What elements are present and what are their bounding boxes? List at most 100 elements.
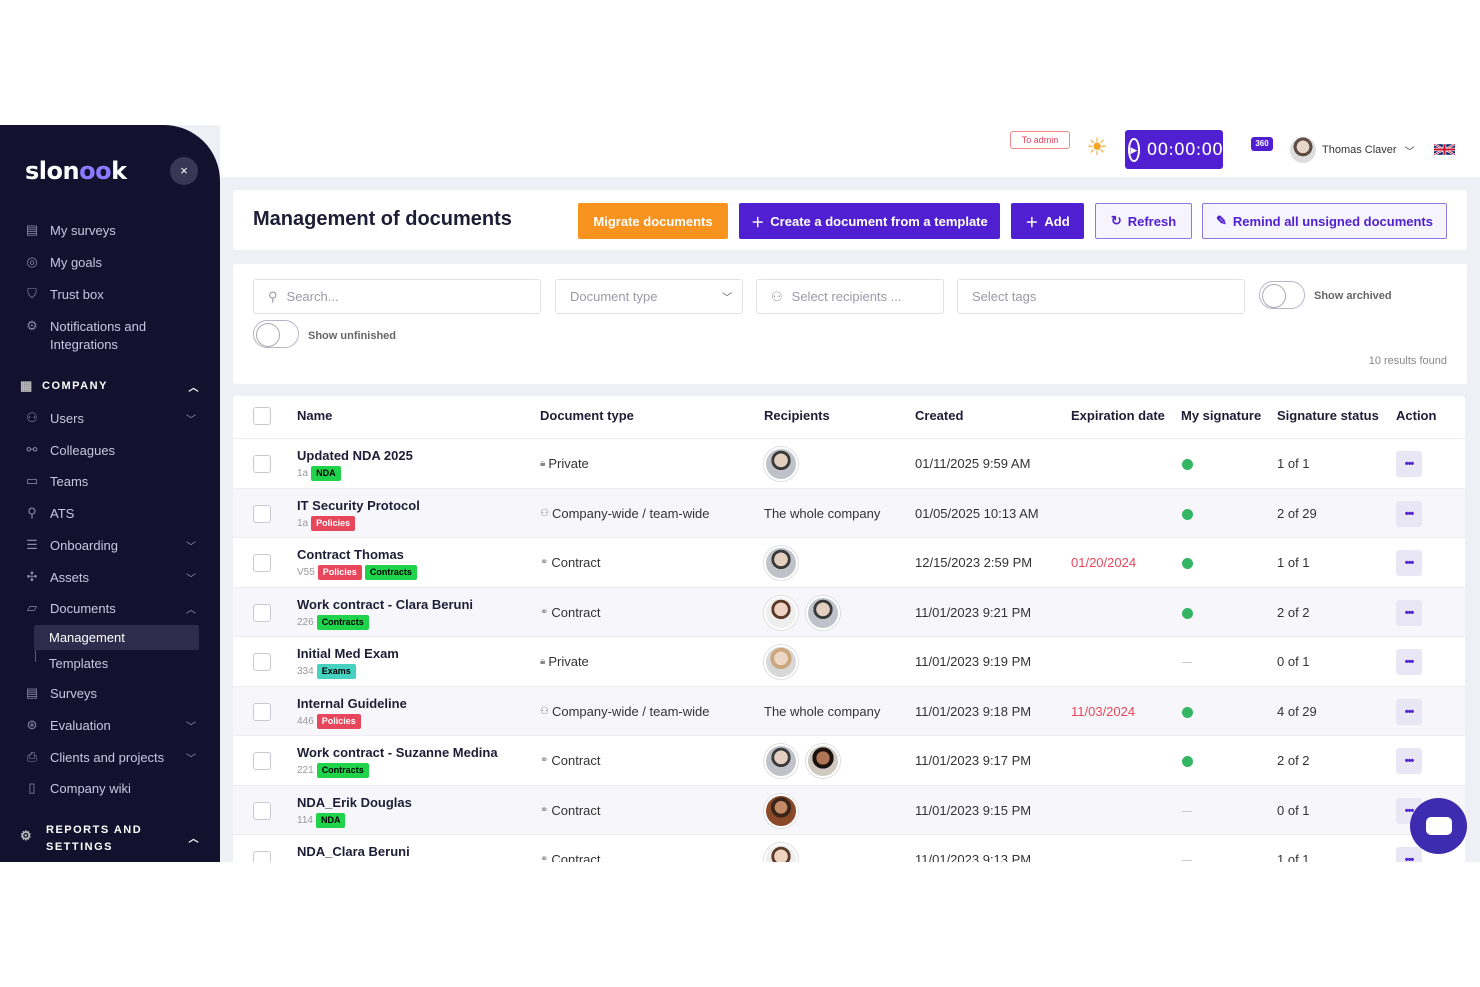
- section-company[interactable]: ▦ COMPANY ︿: [20, 378, 200, 394]
- add-button[interactable]: ＋ Add: [1011, 203, 1084, 239]
- document-name[interactable]: Initial Med Exam: [297, 646, 399, 661]
- time-tracker[interactable]: ▶ 00:00:00: [1125, 130, 1223, 169]
- section-reports-settings[interactable]: ⚙ REPORTS AND SETTINGS ︿: [20, 822, 200, 856]
- avatar[interactable]: [806, 744, 840, 778]
- avatar[interactable]: [806, 595, 840, 630]
- recipients-select[interactable]: ⚇ Select recipients ...: [756, 279, 944, 314]
- more-actions-button[interactable]: •••: [1396, 748, 1422, 774]
- more-actions-button[interactable]: •••: [1396, 599, 1422, 626]
- avatar[interactable]: [764, 645, 798, 679]
- more-actions-button[interactable]: •••: [1396, 698, 1422, 725]
- avatar[interactable]: [764, 744, 798, 778]
- table-row[interactable]: IT Security Protocol 1a Policies ⚇ Company-w…: [233, 487, 1465, 538]
- col-header-my-signature[interactable]: My signature: [1181, 408, 1262, 423]
- document-name[interactable]: IT Security Protocol: [297, 497, 420, 513]
- play-icon[interactable]: ▶: [1128, 137, 1140, 162]
- table-row[interactable]: NDA_Erik Douglas 114 NDA ⚭ Contract 11/01/202…: [233, 784, 1465, 835]
- show-archived-toggle[interactable]: [1259, 281, 1305, 309]
- remind-unsigned-button[interactable]: ✎ Remind all unsigned documents: [1202, 203, 1447, 239]
- table-row[interactable]: Internal Guideline 446 Policies ⚇ Company-wi…: [233, 685, 1465, 736]
- sidebar-item-users[interactable]: ⚇ Users ﹀: [24, 410, 196, 426]
- more-actions-button[interactable]: •••: [1396, 500, 1422, 527]
- document-name[interactable]: Work contract - Suzanne Medina: [297, 745, 498, 760]
- col-header-created[interactable]: Created: [915, 408, 964, 423]
- create-from-template-button[interactable]: ＋ Create a document from a template: [739, 203, 1000, 239]
- recipients-cell: [764, 744, 840, 778]
- sidebar-item-my-surveys[interactable]: ▤ My surveys: [24, 222, 196, 238]
- sun-icon[interactable]: ☀: [1086, 134, 1108, 161]
- sidebar-item-clients[interactable]: ⎙ Clients and projects ﹀: [24, 749, 196, 765]
- row-checkbox[interactable]: [253, 702, 271, 721]
- table-row[interactable]: Work contract - Clara Beruni 226 Contracts…: [233, 586, 1465, 637]
- row-checkbox[interactable]: [253, 653, 271, 671]
- document-name[interactable]: NDA_Erik Douglas: [297, 794, 412, 810]
- version-label: 114: [297, 814, 313, 826]
- document-name[interactable]: NDA_Clara Beruni: [297, 844, 410, 859]
- document-name[interactable]: Work contract - Clara Beruni: [297, 596, 474, 612]
- show-unfinished-toggle[interactable]: [253, 320, 299, 348]
- row-checkbox[interactable]: [253, 801, 271, 820]
- col-header-recipients[interactable]: Recipients: [764, 408, 830, 423]
- col-header-expiration[interactable]: Expiration date: [1071, 408, 1165, 423]
- uk-flag-icon[interactable]: [1434, 142, 1455, 157]
- sidebar-item-assets[interactable]: ✣ Assets ﹀: [24, 569, 196, 585]
- badge-360[interactable]: 360: [1251, 137, 1273, 151]
- sidebar-item-teams[interactable]: ▭ Teams: [24, 473, 196, 489]
- document-type-select[interactable]: Document type ﹀: [555, 279, 743, 314]
- migrate-documents-button[interactable]: Migrate documents: [578, 203, 728, 239]
- row-checkbox[interactable]: [253, 554, 271, 572]
- sidebar-subitem-templates[interactable]: Templates: [49, 656, 109, 671]
- search-input[interactable]: ⚲ Search...: [253, 279, 541, 314]
- avatar[interactable]: [764, 595, 798, 630]
- sidebar-subitem-management[interactable]: Management: [34, 625, 199, 650]
- table-row[interactable]: Work contract - Suzanne Medina 221 Contrac…: [233, 735, 1465, 785]
- document-name[interactable]: Updated NDA 2025: [297, 448, 413, 463]
- avatar[interactable]: [764, 793, 798, 828]
- to-admin-button[interactable]: To admin: [1010, 131, 1070, 149]
- sidebar-item-trust-box[interactable]: ⛉ Trust box: [24, 286, 196, 302]
- sidebar-item-company-wiki[interactable]: ▯ Company wiki: [24, 780, 196, 796]
- user-menu[interactable]: Thomas Claver ﹀: [1290, 137, 1415, 163]
- sidebar-item-colleagues[interactable]: ⚯ Colleagues: [24, 442, 196, 458]
- select-all-checkbox[interactable]: [253, 407, 271, 425]
- section-label: REPORTS AND: [46, 824, 143, 836]
- chat-button[interactable]: [1410, 798, 1467, 854]
- row-checkbox[interactable]: [253, 603, 271, 622]
- table-row[interactable]: Initial Med Exam 334 Exams 🔒︎ Private 11/01/2…: [233, 636, 1465, 686]
- tags-select[interactable]: Select tags: [957, 279, 1245, 314]
- refresh-button[interactable]: ↻ Refresh: [1095, 203, 1192, 239]
- row-checkbox[interactable]: [253, 752, 271, 770]
- logo[interactable]: slonook: [25, 157, 127, 185]
- close-sidebar-button[interactable]: ×: [170, 157, 198, 185]
- sidebar-item-documents[interactable]: ▱ Documents ︿: [24, 600, 196, 616]
- avatar[interactable]: [764, 546, 798, 580]
- avatar[interactable]: [764, 447, 798, 481]
- col-header-signature-status[interactable]: Signature status: [1277, 408, 1379, 423]
- table-row[interactable]: Updated NDA 2025 1a NDA 🔒︎ Private 01/11/2025…: [233, 438, 1465, 488]
- document-name[interactable]: Internal Guideline: [297, 695, 407, 711]
- sidebar-item-surveys[interactable]: ▤ Surveys: [24, 685, 196, 701]
- sidebar-item-evaluation[interactable]: ⊛ Evaluation ﹀: [24, 717, 196, 733]
- chevron-down-icon: ﹀: [186, 753, 196, 765]
- chevron-down-icon: ﹀: [186, 573, 196, 585]
- sidebar-item-ats[interactable]: ⚲ ATS: [24, 505, 196, 521]
- section-label: COMPANY: [42, 380, 108, 392]
- row-checkbox[interactable]: [253, 455, 271, 473]
- avatar[interactable]: [764, 843, 798, 862]
- more-actions-button[interactable]: •••: [1396, 649, 1422, 675]
- more-actions-button[interactable]: •••: [1396, 550, 1422, 576]
- sidebar-item-notifications[interactable]: ⚙ Notifications and Integrations: [24, 318, 196, 354]
- more-actions-button[interactable]: •••: [1396, 451, 1422, 477]
- table-row[interactable]: Contract Thomas V55 Policies Contracts ⚭ Cont…: [233, 537, 1465, 587]
- row-checkbox[interactable]: [253, 504, 271, 523]
- sidebar-item-my-goals[interactable]: ◎ My goals: [24, 254, 196, 270]
- col-header-document-type[interactable]: Document type: [540, 408, 634, 423]
- select-placeholder: Select tags: [972, 289, 1037, 304]
- col-header-name[interactable]: Name: [297, 408, 333, 423]
- sidebar-item-onboarding[interactable]: ☰ Onboarding ﹀: [24, 537, 196, 553]
- more-actions-button[interactable]: •••: [1396, 847, 1422, 862]
- row-checkbox[interactable]: [253, 851, 271, 862]
- search-icon: ⚲: [268, 288, 278, 304]
- document-name[interactable]: Contract Thomas: [297, 547, 404, 562]
